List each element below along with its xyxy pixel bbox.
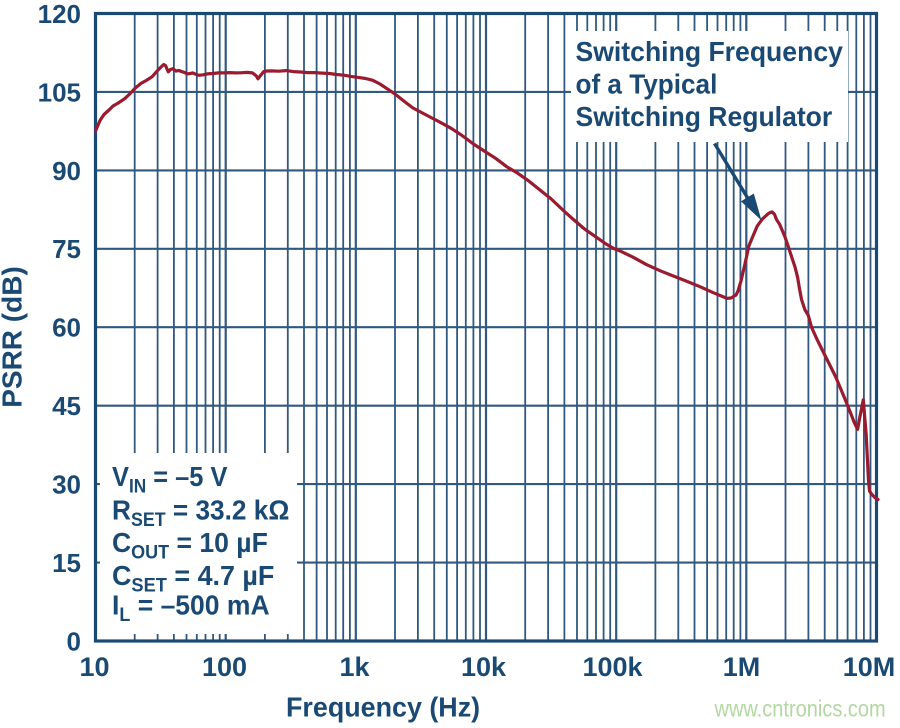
- svg-text:VIN = –5 V: VIN = –5 V: [112, 461, 228, 497]
- svg-text:10: 10: [79, 652, 109, 682]
- svg-text:Switching Regulator: Switching Regulator: [576, 101, 833, 133]
- svg-text:Switching Frequency: Switching Frequency: [576, 36, 844, 68]
- svg-text:60: 60: [52, 313, 81, 343]
- svg-text:105: 105: [38, 77, 81, 107]
- svg-text:PSRR (dB): PSRR (dB): [0, 266, 28, 408]
- svg-text:CSET = 4.7 µF: CSET = 4.7 µF: [112, 560, 274, 596]
- svg-text:10k: 10k: [461, 652, 507, 682]
- svg-text:15: 15: [52, 548, 81, 578]
- svg-text:IL = –500 mA: IL = –500 mA: [112, 589, 270, 625]
- svg-text:10M: 10M: [843, 652, 896, 682]
- svg-text:100k: 100k: [582, 652, 643, 682]
- svg-text:90: 90: [52, 156, 81, 186]
- svg-text:1M: 1M: [723, 652, 761, 682]
- svg-text:COUT = 10 µF: COUT = 10 µF: [112, 527, 268, 563]
- svg-text:75: 75: [52, 234, 81, 264]
- svg-text:www.cntronics.com: www.cntronics.com: [714, 695, 886, 722]
- svg-text:120: 120: [38, 0, 81, 29]
- svg-text:of a Typical: of a Typical: [576, 68, 718, 100]
- svg-text:0: 0: [67, 626, 81, 656]
- svg-text:30: 30: [52, 470, 81, 500]
- svg-text:Frequency (Hz): Frequency (Hz): [286, 691, 480, 723]
- svg-text:1k: 1k: [339, 652, 370, 682]
- svg-text:45: 45: [52, 391, 81, 421]
- svg-text:100: 100: [202, 652, 247, 682]
